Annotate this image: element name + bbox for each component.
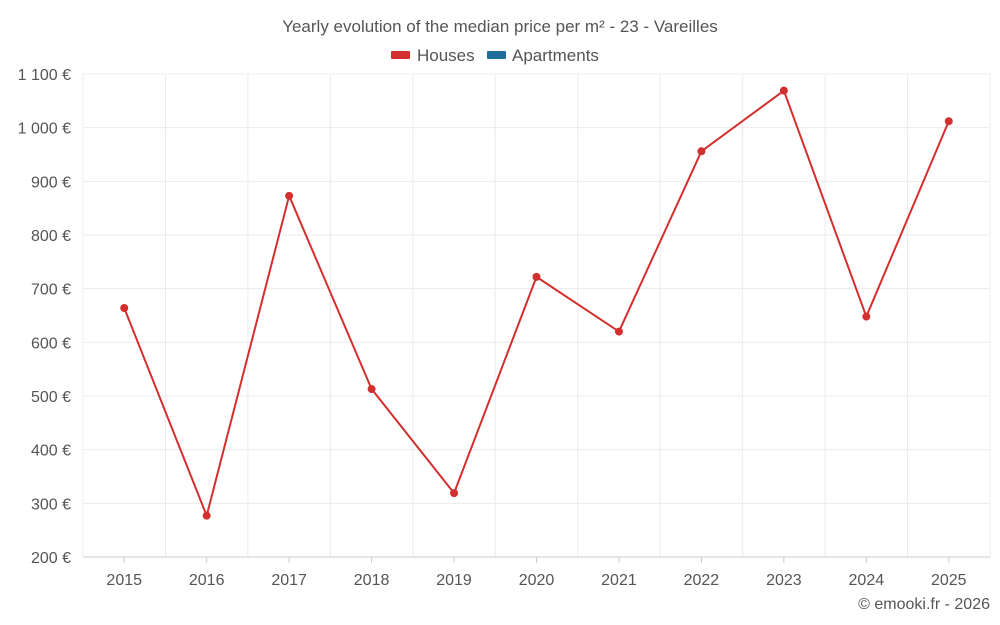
x-tick-label: 2017: [271, 572, 307, 589]
legend-swatch-apartments: [487, 51, 506, 59]
y-tick-label: 400 €: [31, 443, 71, 460]
credit-text: © emooki.fr - 2026: [858, 596, 990, 613]
data-point-houses-2017[interactable]: [285, 191, 294, 200]
legend-label-apartments: Apartments: [512, 46, 599, 65]
y-tick-label: 500 €: [31, 389, 71, 406]
data-point-houses-2018[interactable]: [367, 385, 376, 394]
data-point-houses-2016[interactable]: [202, 511, 211, 520]
y-tick-label: 800 €: [31, 228, 71, 245]
y-tick-label: 300 €: [31, 496, 71, 513]
x-tick-label: 2015: [106, 572, 142, 589]
data-point-houses-2023[interactable]: [779, 86, 788, 95]
x-tick-label: 2018: [354, 572, 390, 589]
legend-item-apartments[interactable]: Apartments: [487, 46, 599, 65]
y-tick-label: 900 €: [31, 174, 71, 191]
y-tick-label: 1 100 €: [18, 67, 71, 84]
grid: [82, 73, 991, 557]
legend-item-houses[interactable]: Houses: [391, 46, 475, 65]
x-tick-label: 2024: [849, 572, 885, 589]
x-tick-label: 2019: [436, 572, 472, 589]
data-point-houses-2021[interactable]: [614, 327, 623, 336]
data-point-houses-2019[interactable]: [450, 489, 459, 498]
axes: 200 € 300 € 400 € 500 € 600 € 700 € 800 € 900 €…: [18, 67, 990, 589]
x-tick-label: 2023: [766, 572, 802, 589]
data-point-houses-2025[interactable]: [944, 117, 953, 126]
chart-title: Yearly evolution of the median price per…: [282, 17, 718, 36]
x-tick-label: 2021: [601, 572, 637, 589]
legend: Houses Apartments: [391, 46, 599, 65]
legend-label-houses: Houses: [417, 46, 475, 65]
y-tick-label: 600 €: [31, 335, 71, 352]
series-layer: [120, 86, 953, 520]
y-tick-label: 1 000 €: [18, 121, 71, 138]
data-point-houses-2020[interactable]: [532, 272, 541, 281]
y-tick-label: 200 €: [31, 550, 71, 567]
x-tick-label: 2022: [684, 572, 720, 589]
data-point-houses-2022[interactable]: [697, 147, 706, 156]
x-tick-label: 2020: [519, 572, 555, 589]
data-point-houses-2024[interactable]: [862, 312, 871, 321]
y-tick-label: 700 €: [31, 282, 71, 299]
x-tick-label: 2016: [189, 572, 225, 589]
data-point-houses-2015[interactable]: [120, 303, 129, 312]
x-tick-label: 2025: [931, 572, 967, 589]
legend-swatch-houses: [391, 51, 410, 59]
